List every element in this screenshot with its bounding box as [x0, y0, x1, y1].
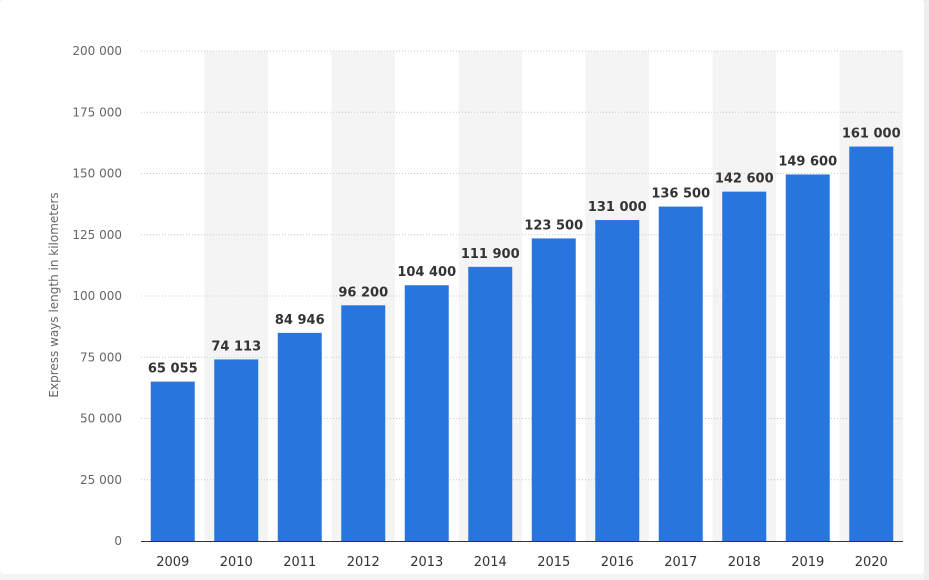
x-tick-label: 2010 — [220, 555, 253, 570]
value-labels: 65 055 74 113 84 946 96 200 104 400 111 900 12… — [148, 127, 901, 377]
gridlines — [141, 50, 903, 481]
bar-value-label: 131 000 — [588, 200, 647, 215]
bar-value-label: 65 055 — [148, 362, 198, 377]
x-tick-label: 2012 — [347, 555, 380, 570]
bar-value-label: 96 200 — [338, 285, 388, 300]
x-tick-label: 2018 — [728, 555, 761, 570]
y-tick-label: 100 000 — [72, 289, 122, 303]
bar-value-label: 142 600 — [715, 172, 774, 187]
bar-value-label: 123 500 — [524, 218, 583, 233]
x-tick-label: 2020 — [855, 555, 888, 570]
y-tick-label: 50 000 — [80, 412, 122, 426]
bar[interactable] — [722, 191, 767, 541]
bar-value-label: 74 113 — [211, 339, 261, 354]
y-tick-label: 0 — [114, 534, 122, 548]
y-tick-label: 75 000 — [80, 350, 122, 364]
x-tick-label: 2016 — [601, 555, 634, 570]
bar-value-label: 149 600 — [778, 154, 837, 169]
bar-value-label: 104 400 — [397, 265, 456, 280]
bar[interactable] — [531, 238, 576, 542]
bar[interactable] — [150, 381, 195, 541]
bar-value-label: 111 900 — [461, 247, 520, 262]
bars — [150, 146, 894, 542]
bar-value-label: 136 500 — [651, 187, 710, 202]
bar[interactable] — [277, 332, 322, 541]
y-tick-label: 125 000 — [72, 228, 122, 242]
bar[interactable] — [404, 285, 449, 541]
x-tick-label: 2019 — [791, 555, 824, 570]
y-tick-label: 150 000 — [72, 167, 122, 181]
x-tick-label: 2017 — [664, 555, 697, 570]
bar-value-label: 161 000 — [842, 127, 901, 142]
x-tick-label: 2015 — [537, 555, 570, 570]
bar[interactable] — [849, 146, 894, 542]
y-tick-label: 200 000 — [72, 44, 122, 58]
panel-edge — [924, 0, 929, 580]
x-tick-label: 2014 — [474, 555, 507, 570]
x-tick-label: 2011 — [283, 555, 316, 570]
bar[interactable] — [214, 359, 259, 541]
bar[interactable] — [658, 206, 703, 541]
bar[interactable] — [785, 174, 830, 542]
y-axis-title: Express ways length in kilometers — [47, 192, 61, 397]
bar[interactable] — [341, 305, 386, 541]
y-axis-ticks: 0 25 000 50 000 75 000 100 000 125 000 150 000… — [72, 44, 122, 548]
x-tick-label: 2013 — [410, 555, 443, 570]
y-tick-label: 175 000 — [72, 105, 122, 119]
x-axis-labels: 2009 2010 2011 2012 2013 2014 2015 2016 2017 2018… — [156, 555, 888, 570]
bar[interactable] — [595, 220, 640, 542]
bar[interactable] — [468, 266, 513, 541]
x-tick-label: 2009 — [156, 555, 189, 570]
bar-value-label: 84 946 — [275, 313, 325, 328]
y-tick-label: 25 000 — [80, 473, 122, 487]
